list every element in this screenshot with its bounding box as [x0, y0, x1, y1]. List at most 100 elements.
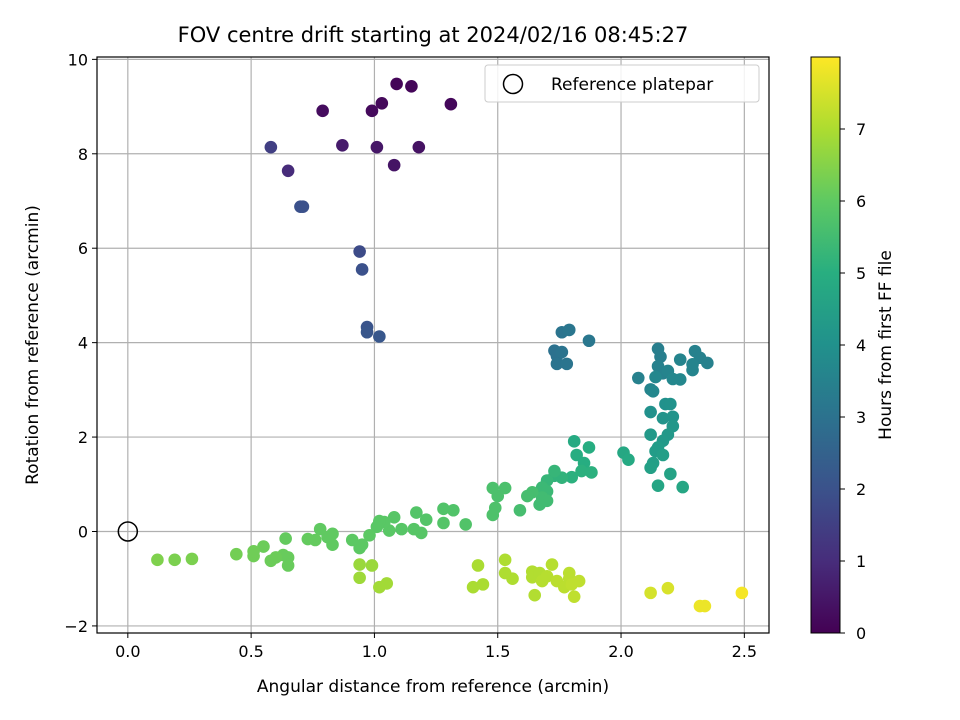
data-point-107 [321, 530, 334, 544]
data-point-104 [345, 533, 359, 547]
data-point-125 [365, 559, 379, 572]
data-point-123 [151, 553, 164, 567]
data-point-91 [419, 513, 433, 526]
scatter-points [151, 77, 749, 613]
data-point-21 [550, 357, 564, 371]
x-tick-label-5: 2.5 [732, 642, 757, 661]
colorbar-tick-label-6: 6 [856, 192, 866, 211]
data-point-60 [676, 480, 689, 494]
data-point-128 [380, 577, 394, 590]
data-point-57 [644, 461, 657, 475]
data-point-4 [365, 104, 379, 118]
x-tick-label-0: 0.0 [115, 642, 140, 661]
data-point-51 [644, 428, 657, 442]
data-point-150 [661, 581, 675, 595]
data-point-130 [476, 578, 490, 591]
y-tick-label-5: 8 [78, 145, 88, 164]
data-point-26 [582, 334, 596, 348]
data-point-1 [405, 79, 418, 93]
data-point-134 [506, 572, 519, 586]
data-point-68 [585, 466, 598, 479]
data-point-140 [540, 570, 554, 583]
data-point-55 [656, 448, 670, 462]
data-point-122 [168, 553, 181, 567]
data-point-84 [486, 481, 500, 495]
data-point-29 [646, 384, 660, 398]
data-point-62 [622, 453, 635, 467]
y-axis-ticks: −2 0 2 4 6 8 10 [64, 50, 97, 636]
data-point-89 [437, 502, 450, 516]
data-point-103 [355, 538, 369, 552]
plot-frame [96, 56, 770, 634]
data-point-114 [281, 559, 295, 572]
data-point-120 [230, 547, 243, 561]
data-point-137 [528, 588, 542, 602]
data-point-43 [649, 370, 662, 384]
colorbar: 0 1 2 3 4 5 6 7 Hours from first FF file [810, 56, 896, 643]
data-point-67 [575, 464, 588, 478]
x-axis-ticks: 0.0 0.5 1.0 1.5 2.0 2.5 [115, 633, 757, 661]
data-point-100 [370, 520, 384, 534]
data-point-42 [686, 358, 699, 371]
y-tick-label-0: −2 [64, 617, 88, 636]
reference-marker-layer [117, 521, 139, 542]
data-point-8 [370, 140, 384, 154]
data-point-36 [673, 373, 687, 386]
data-point-7 [387, 158, 401, 172]
data-point-9 [336, 138, 349, 152]
data-point-152 [698, 599, 712, 613]
data-point-17 [360, 325, 374, 339]
legend-marker-icon [502, 73, 524, 95]
colorbar-tick-label-4: 4 [856, 336, 866, 355]
data-point-18 [373, 330, 386, 343]
data-point-153 [735, 586, 749, 600]
data-point-129 [471, 559, 485, 572]
data-point-108 [313, 522, 327, 536]
data-point-117 [257, 540, 270, 553]
data-point-10 [281, 164, 295, 178]
colorbar-label: Hours from first FF file [876, 250, 896, 440]
legend-entry-reference: Reference platepar [551, 75, 713, 95]
data-point-90 [437, 516, 450, 530]
colorbar-ticks: 0 1 2 3 4 5 6 7 [840, 120, 866, 643]
data-point-6 [412, 140, 426, 154]
data-point-78 [533, 498, 546, 511]
data-point-131 [466, 580, 480, 594]
y-tick-label-6: 10 [68, 50, 88, 69]
data-point-116 [264, 554, 278, 568]
data-point-141 [545, 558, 559, 571]
data-point-14 [353, 245, 366, 258]
data-point-126 [353, 571, 366, 585]
x-axis-label: Angular distance from reference (arcmin) [257, 677, 609, 697]
colorbar-tick-label-7: 7 [856, 120, 866, 139]
data-point-111 [279, 532, 292, 545]
data-point-66 [582, 441, 596, 454]
data-point-13 [296, 200, 310, 213]
data-point-59 [651, 479, 665, 492]
y-tick-label-1: 0 [78, 522, 88, 541]
y-tick-label-4: 6 [78, 239, 88, 258]
data-point-44 [644, 405, 657, 419]
data-point-25 [562, 323, 576, 337]
data-point-0 [390, 77, 403, 91]
data-point-95 [395, 522, 408, 536]
data-point-110 [301, 532, 315, 546]
colorbar-tick-label-0: 0 [856, 624, 866, 643]
colorbar-gradient [810, 56, 841, 634]
colorbar-tick-label-3: 3 [856, 408, 866, 427]
data-point-121 [185, 552, 199, 566]
data-point-132 [498, 553, 512, 567]
data-point-94 [407, 522, 421, 536]
data-point-81 [513, 503, 527, 517]
data-point-46 [664, 397, 677, 411]
data-point-92 [410, 506, 423, 519]
data-point-88 [447, 503, 460, 517]
data-point-11 [264, 140, 278, 154]
x-tick-label-1: 0.5 [238, 642, 263, 661]
data-point-148 [572, 574, 586, 588]
data-point-58 [664, 467, 677, 481]
data-point-63 [567, 435, 581, 448]
chart-title: FOV centre drift starting at 2024/02/16 … [178, 23, 689, 47]
data-point-72 [548, 464, 561, 478]
